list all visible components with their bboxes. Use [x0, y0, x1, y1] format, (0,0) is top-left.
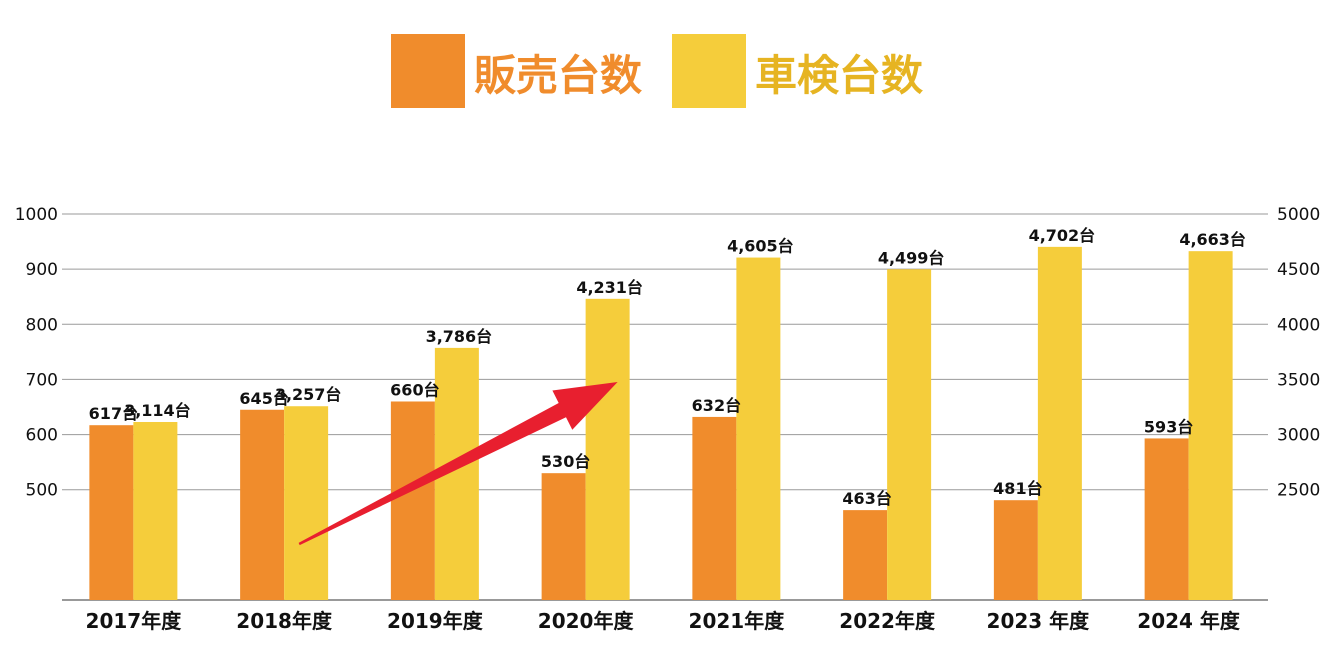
bar-sales: [240, 409, 285, 600]
value-label-sales: 632台: [692, 396, 741, 415]
left-y-axis: 500 600 700 800 900 1000: [15, 205, 58, 501]
value-label-sales: 530台: [541, 452, 590, 471]
value-label-inspection: 4,499台: [878, 248, 945, 267]
category-labels: 2017年度 2018年度 2019年度 2020年度 2021年度 2022年度 2023…: [86, 609, 1241, 633]
value-label-sales: 481台: [993, 479, 1042, 498]
left-tick-label: 1000: [15, 205, 58, 225]
value-label-inspection: 4,605台: [727, 237, 794, 256]
category-label: 2017年度: [86, 609, 183, 633]
legend-label-sales: 販売台数: [474, 51, 642, 100]
value-label-sales: 617台: [89, 404, 138, 423]
category-label: 2021年度: [689, 609, 786, 633]
left-tick-label: 600: [26, 426, 58, 446]
bar-sales: [843, 510, 888, 600]
value-label-sales: 660台: [390, 380, 439, 399]
bar-sales: [1144, 438, 1189, 600]
bar-inspection: [284, 406, 329, 600]
left-tick-label: 800: [26, 315, 58, 335]
bars: [89, 246, 1233, 600]
right-y-axis: 2500 3000 3500 4000 4500 5000: [1277, 205, 1320, 501]
value-label-inspection: 4,702台: [1029, 226, 1096, 245]
right-tick-label: 3000: [1277, 426, 1320, 446]
bar-inspection: [133, 421, 178, 600]
bar-sales: [692, 416, 737, 600]
category-label: 2022年度: [839, 609, 936, 633]
left-tick-label: 900: [26, 260, 58, 280]
left-tick-label: 700: [26, 370, 58, 390]
right-tick-label: 4500: [1277, 260, 1320, 280]
value-label-inspection: 4,663台: [1179, 230, 1246, 249]
value-label-inspection: 3,114台: [124, 401, 191, 420]
legend-label-inspection: 車検台数: [755, 51, 923, 100]
value-label-inspection: 3,786台: [426, 327, 493, 346]
category-label: 2019年度: [387, 609, 484, 633]
legend: 販売台数 車検台数: [391, 34, 923, 108]
right-tick-label: 5000: [1277, 205, 1320, 225]
value-label-inspection: 3,257台: [275, 385, 342, 404]
bar-inspection: [887, 269, 932, 600]
bar-inspection: [585, 298, 630, 600]
legend-swatch-inspection: [672, 34, 746, 108]
bar-sales: [89, 425, 134, 600]
bar-sales: [541, 473, 586, 600]
bar-inspection: [1037, 246, 1082, 600]
category-label: 2024 年度: [1137, 609, 1241, 633]
value-label-sales: 463台: [842, 489, 891, 508]
trend-annotation: [298, 382, 618, 546]
bar-inspection: [736, 257, 781, 600]
bar-sales: [993, 500, 1038, 600]
category-label: 2018年度: [236, 609, 333, 633]
trend-arrow: [298, 382, 618, 546]
value-label-sales: 645台: [239, 389, 288, 408]
legend-swatch-sales: [391, 34, 465, 108]
category-label: 2020年度: [538, 609, 635, 633]
category-label: 2023 年度: [987, 609, 1091, 633]
right-tick-label: 4000: [1277, 315, 1320, 335]
right-tick-label: 2500: [1277, 481, 1320, 501]
right-tick-label: 3500: [1277, 370, 1320, 390]
left-tick-label: 500: [26, 481, 58, 501]
value-label-inspection: 4,231台: [576, 278, 643, 297]
value-label-sales: 593台: [1144, 417, 1193, 436]
bar-sales: [390, 401, 435, 600]
bar-inspection: [1188, 251, 1233, 600]
